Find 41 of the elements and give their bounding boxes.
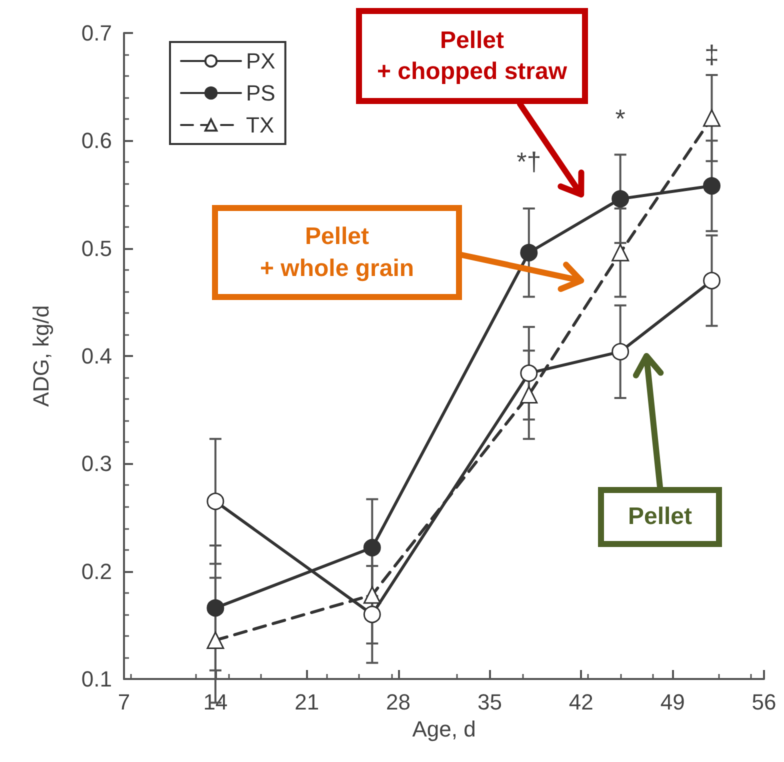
x-tick-label: 42	[568, 690, 594, 714]
point	[612, 244, 630, 262]
legend-label: TX	[246, 112, 274, 138]
x-axis-title: Age, d	[412, 716, 476, 742]
point	[520, 386, 538, 404]
x-tick-label: 35	[477, 690, 502, 714]
point	[520, 244, 538, 262]
annotation: Pellet + whole grain	[212, 205, 462, 300]
point	[612, 190, 630, 208]
annotation: Pellet	[598, 487, 722, 547]
x-tick-label: 21	[294, 690, 320, 714]
x-tick-label: 28	[386, 690, 411, 714]
y-tick-label: 0.1	[81, 666, 112, 692]
legend-label: PX	[246, 48, 276, 74]
point	[363, 606, 381, 624]
annotation: *†	[516, 146, 542, 178]
y-tick-label: 0.4	[81, 344, 112, 368]
y-tick-label: 0.7	[81, 20, 112, 46]
y-tick-label: 0.2	[81, 558, 112, 584]
point	[703, 177, 721, 195]
x-tick-label: 14	[203, 690, 228, 714]
point	[363, 586, 381, 604]
point	[703, 109, 721, 127]
point	[520, 364, 538, 382]
annotation: *	[615, 104, 626, 135]
x-tick-label: 49	[660, 690, 685, 714]
y-axis-title: ADG, kg/d	[28, 305, 54, 407]
y-tick-label: 0.3	[81, 451, 112, 476]
point	[612, 342, 630, 360]
point	[703, 272, 721, 290]
point	[206, 492, 224, 510]
y-tick-label: 0.5	[81, 236, 112, 261]
annotation: Pellet + chopped straw	[356, 8, 588, 104]
x-tick-label: 7	[118, 690, 130, 714]
point	[363, 538, 381, 556]
x-tick-label: 56	[752, 690, 776, 714]
point	[206, 631, 224, 649]
annotation: ‡	[704, 39, 719, 70]
legend-label: PS	[246, 80, 276, 106]
point	[206, 599, 224, 617]
y-tick-label: 0.6	[81, 128, 112, 154]
